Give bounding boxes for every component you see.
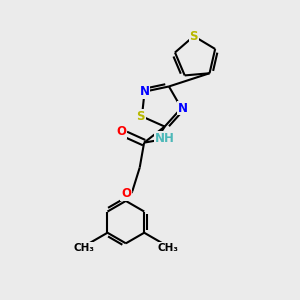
Text: NH: NH <box>155 132 175 145</box>
Text: CH₃: CH₃ <box>158 243 178 253</box>
Text: S: S <box>190 30 198 43</box>
Text: S: S <box>136 110 145 123</box>
Text: O: O <box>116 125 126 138</box>
Text: CH₃: CH₃ <box>73 243 94 253</box>
Text: N: N <box>140 85 150 98</box>
Text: O: O <box>122 187 131 200</box>
Text: N: N <box>178 101 188 115</box>
